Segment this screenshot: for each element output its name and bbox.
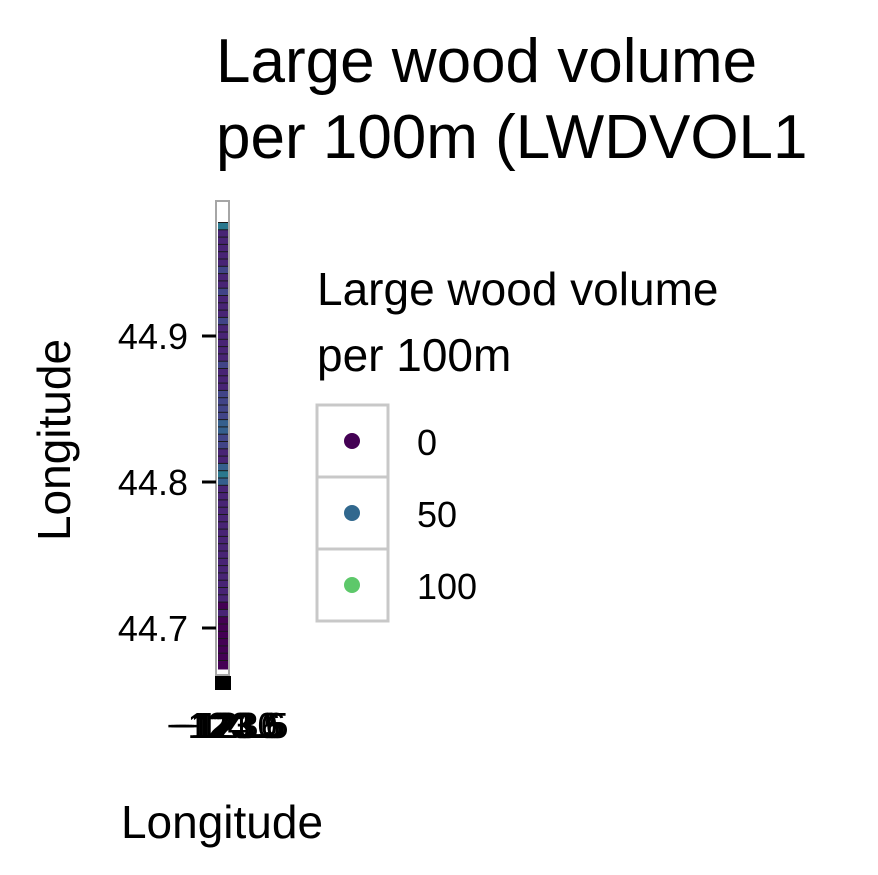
data-point	[218, 259, 228, 268]
data-point	[218, 624, 228, 633]
y-tick-label: 44.8	[118, 462, 188, 503]
y-axis: 44.9 44.8 44.7	[118, 316, 216, 649]
data-point	[218, 507, 228, 517]
panel-border	[215, 200, 230, 676]
data-point	[218, 631, 228, 641]
data-point	[218, 222, 228, 232]
data-point	[218, 324, 228, 334]
data-point	[218, 463, 228, 473]
data-point	[218, 368, 228, 378]
legend-key-dot	[344, 577, 360, 593]
plot-panel	[215, 200, 230, 676]
data-point	[218, 383, 228, 393]
data-point	[218, 419, 228, 429]
data-point	[218, 456, 228, 466]
data-point	[218, 302, 228, 312]
data-point	[218, 645, 228, 655]
data-point	[218, 434, 228, 444]
legend-key-dot	[344, 505, 360, 521]
legend-title-line-2: per 100m	[317, 329, 511, 381]
x-tick-label: −123.5	[172, 705, 283, 746]
data-point	[218, 280, 228, 290]
data-point	[218, 237, 228, 247]
data-point	[218, 580, 228, 590]
data-point	[218, 390, 228, 400]
data-point	[218, 536, 228, 546]
data-point	[218, 616, 228, 626]
data-point	[218, 587, 228, 597]
data-point	[218, 310, 228, 320]
data-point	[218, 514, 228, 524]
data-point	[218, 397, 228, 407]
data-point	[218, 405, 228, 414]
data-point	[218, 638, 228, 648]
x-tick-label: −124.0	[166, 705, 277, 746]
data-point	[218, 572, 228, 582]
data-point	[218, 499, 228, 509]
data-point	[218, 492, 228, 502]
data-point	[218, 609, 228, 619]
data-point	[218, 558, 228, 568]
x-tick-label: −123.6	[174, 705, 285, 746]
legend: Large wood volume per 100m 0 50 100	[315, 263, 718, 623]
data-point	[218, 543, 228, 553]
data-point	[218, 441, 228, 451]
data-point	[218, 653, 228, 663]
data-point	[218, 273, 228, 283]
chart-title-line-2: per 100m (LWDVOL1	[216, 103, 808, 172]
data-point	[218, 521, 228, 531]
x-tick-label: −123.6	[169, 705, 280, 746]
legend-label: 50	[417, 494, 457, 535]
data-point	[218, 660, 228, 670]
data-point	[218, 251, 228, 261]
data-point	[218, 412, 228, 422]
legend-label: 0	[417, 422, 437, 463]
data-point	[218, 485, 228, 495]
data-point	[218, 339, 228, 349]
data-point	[218, 529, 228, 539]
data-point	[218, 332, 228, 341]
data-point	[218, 375, 228, 385]
x-tick-marks-cluster	[215, 676, 231, 690]
legend-label: 100	[417, 566, 477, 607]
data-point	[218, 288, 228, 298]
legend-title-line-1: Large wood volume	[317, 263, 718, 315]
data-points	[218, 222, 228, 670]
y-tick-label: 44.9	[118, 316, 188, 357]
data-point	[218, 353, 228, 363]
data-point	[218, 551, 228, 560]
data-point	[218, 602, 228, 612]
chart-title-line-1: Large wood volume	[216, 27, 757, 96]
data-point	[218, 478, 228, 487]
data-point	[218, 565, 228, 575]
legend-key-dot	[344, 433, 360, 449]
data-point	[218, 470, 228, 480]
data-point	[218, 426, 228, 436]
y-tick-label: 44.7	[118, 608, 188, 649]
data-point	[218, 229, 228, 239]
data-point	[218, 594, 228, 604]
data-point	[218, 244, 228, 254]
data-point	[218, 295, 228, 305]
x-tick-label: −123.5	[177, 705, 288, 746]
data-point	[218, 266, 228, 276]
data-point	[218, 317, 228, 327]
data-point	[218, 346, 228, 356]
y-axis-title: Longitude	[28, 339, 80, 541]
data-point	[218, 448, 228, 458]
x-axis-title: Longitude	[121, 796, 323, 848]
x-axis: −123.6 −123.5 −124.0 −123.6 −123.5	[166, 676, 289, 746]
data-point	[218, 361, 228, 371]
